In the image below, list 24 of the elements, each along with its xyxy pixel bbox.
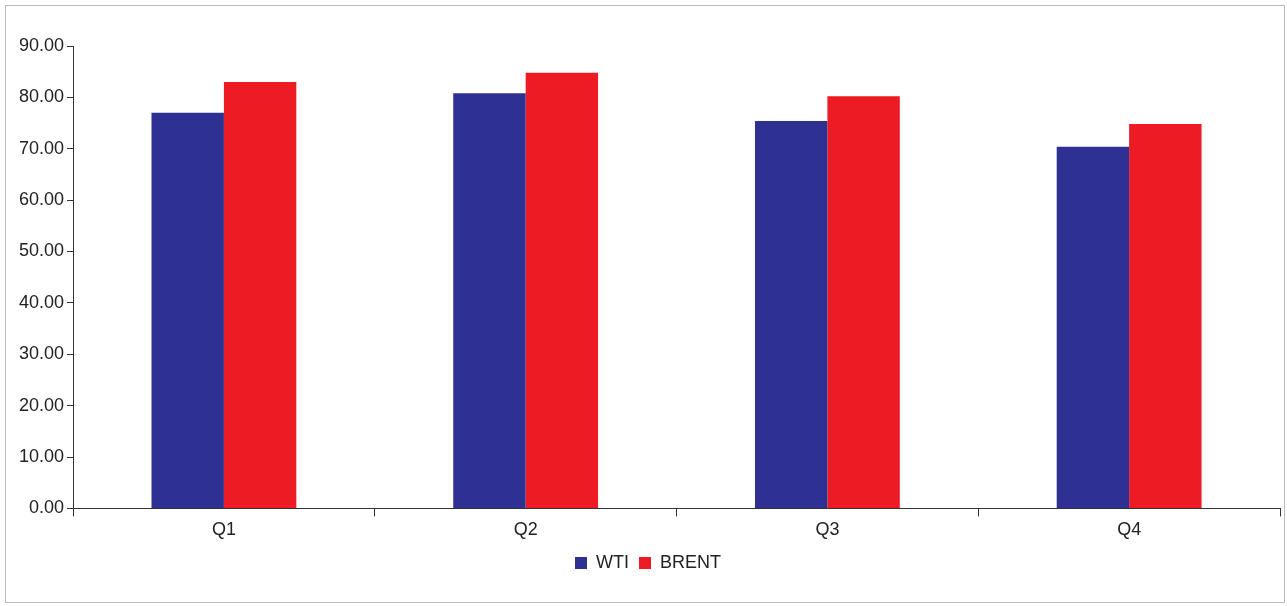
y-tick-label: 10.00 (19, 445, 65, 466)
y-tick-label: 70.00 (19, 137, 65, 158)
y-tick-label: 0.00 (29, 497, 65, 518)
legend-label: BRENT (659, 551, 722, 572)
x-tick-label: Q3 (815, 519, 840, 540)
bar (453, 93, 526, 508)
bar (223, 81, 297, 508)
legend-label: WTI (596, 551, 629, 572)
y-tick-label: 60.00 (19, 189, 65, 210)
y-tick-label: 20.00 (19, 394, 65, 415)
bar (827, 96, 900, 508)
y-tick-label: 40.00 (19, 291, 65, 312)
bar (754, 121, 828, 508)
bar (1129, 124, 1202, 508)
y-tick-label: 50.00 (19, 240, 65, 261)
y-tick-label: 30.00 (19, 343, 65, 364)
x-tick-label: Q1 (211, 519, 236, 540)
bar (151, 112, 224, 508)
bar (1056, 146, 1130, 508)
y-tick-label: 80.00 (19, 86, 65, 107)
y-tick-label: 90.00 (19, 34, 65, 55)
bar (525, 72, 599, 508)
x-tick-label: Q4 (1117, 519, 1142, 540)
x-tick-label: Q2 (513, 519, 538, 540)
